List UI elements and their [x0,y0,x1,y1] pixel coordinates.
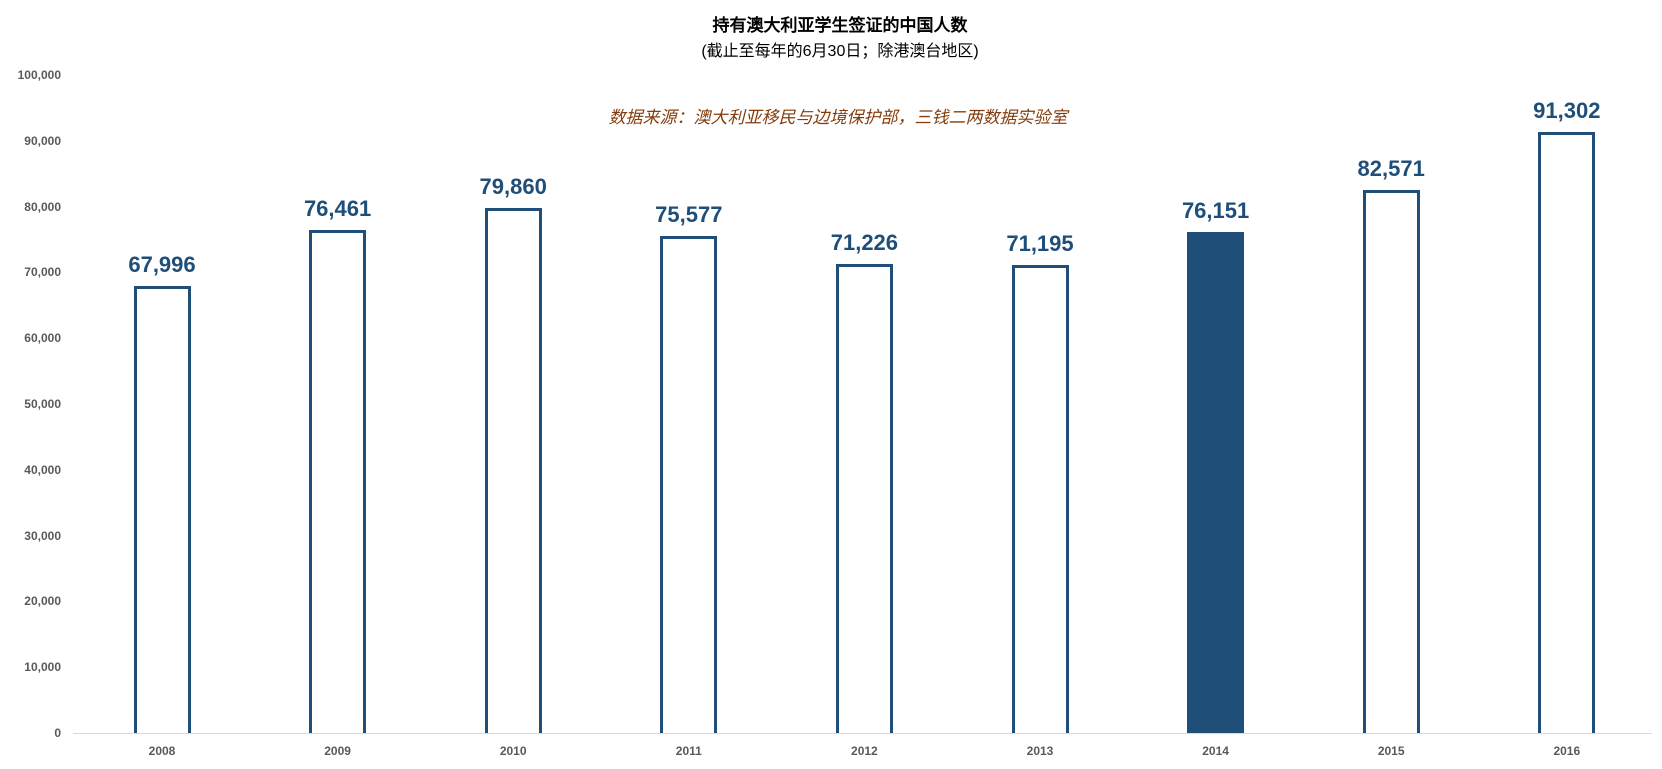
data-label: 71,226 [830,230,899,256]
bar-2012 [835,264,893,733]
x-tick-label: 2015 [1377,744,1405,758]
y-tick-label: 40,000 [24,462,61,477]
y-tick-label: 30,000 [24,528,61,543]
x-tick-label: 2016 [1553,744,1581,758]
data-label: 76,151 [1181,197,1250,223]
bar-2010 [484,207,542,733]
x-tick-label: 2012 [851,744,878,758]
y-tick-label: 0 [54,726,61,740]
bar-2011 [660,235,718,733]
x-axis-line [73,733,1652,734]
chart-title: 持有澳大利亚学生签证的中国人数 [712,16,968,35]
y-tick-label: 50,000 [24,397,61,411]
data-label: 71,195 [1006,230,1074,256]
data-label: 79,860 [479,173,547,199]
y-tick-label: 70,000 [24,265,61,280]
bar-2014 [1187,231,1245,733]
data-label: 82,571 [1357,155,1425,181]
x-tick-label: 2010 [499,744,527,758]
data-label: 75,577 [655,201,723,227]
x-tick-label: 2009 [324,744,351,758]
y-tick-label: 20,000 [24,594,61,609]
x-tick-label: 2013 [1026,744,1054,758]
y-tick-label: 10,000 [24,660,61,675]
bar-2015 [1362,189,1420,733]
data-label: 67,996 [128,251,196,277]
source-annotation: 数据来源：澳大利亚移民与边境保护部，三钱二两数据实验室 [608,108,1068,127]
y-tick-label: 60,000 [24,331,61,346]
data-label: 91,302 [1533,98,1601,124]
x-tick-label: 2008 [148,744,176,758]
bar-2013 [1011,264,1069,733]
chart-subtitle: (截止至每年的6月30日；除港澳台地区) [701,43,979,60]
y-tick-label: 90,000 [24,133,61,148]
data-label: 76,461 [303,195,372,221]
x-tick-label: 2014 [1202,744,1229,758]
bar-2008 [133,285,191,733]
y-tick-label: 80,000 [24,199,61,214]
x-tick-label: 2011 [675,744,702,758]
bar-2009 [309,229,367,733]
bar-2016 [1538,132,1596,733]
y-tick-label: 100,000 [17,68,61,82]
